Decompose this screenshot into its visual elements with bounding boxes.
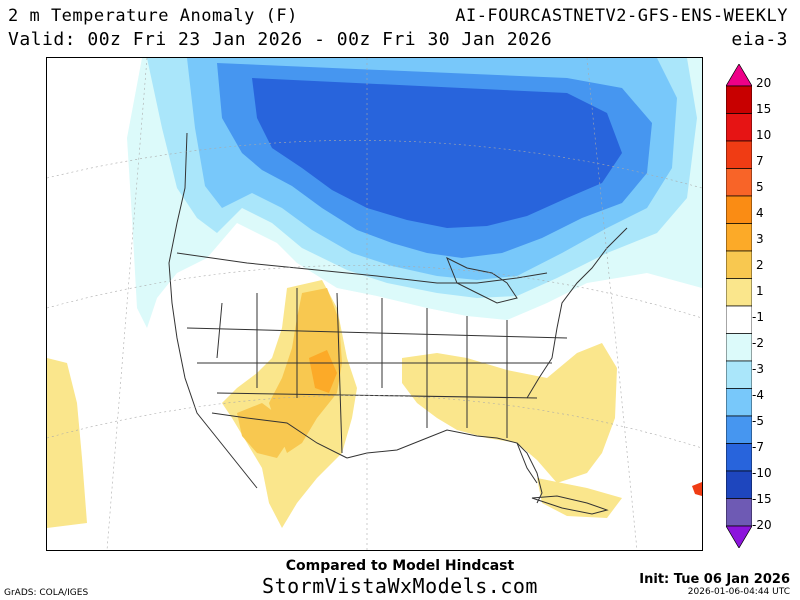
colorbar-level-label: 20 [756, 76, 772, 90]
map-title: 2 m Temperature Anomaly (F) [8, 6, 298, 26]
colorbar-level-label: -10 [752, 466, 772, 480]
graticule-lat-1 [47, 140, 702, 189]
colorbar-swatch [726, 360, 752, 389]
colorbar-swatch [726, 64, 752, 87]
coastline-gulf [346, 429, 538, 484]
colorbar-level-label: -20 [752, 518, 772, 532]
colorbar-swatch [726, 140, 752, 169]
colorbar-level-label: 7 [756, 154, 764, 168]
colorbar-level-label: 2 [756, 258, 764, 272]
cold-deep-region [252, 78, 622, 228]
colorbar-level-label: -3 [752, 362, 764, 376]
colorbar-level-label: 1 [756, 284, 764, 298]
colorbar-level-label: 3 [756, 232, 764, 246]
cuba [531, 495, 609, 515]
colorbar-level-label: -5 [752, 414, 764, 428]
generated-stamp: 2026-01-06-04:44 UTC [687, 587, 790, 597]
colorbar-swatch [726, 443, 752, 472]
colorbar-swatch [726, 223, 752, 252]
warm-region-pacific [47, 358, 87, 528]
warm-region-south [402, 343, 617, 483]
model-name: AI-FOURCASTNETV2-GFS-ENS-WEEKLY [455, 6, 788, 26]
coastline-west [168, 132, 258, 489]
colorbar-swatch [726, 415, 752, 444]
state-lines-1 [216, 288, 508, 454]
colorbar-level-label: 10 [756, 128, 772, 142]
colorbar-level-label: -2 [752, 336, 764, 350]
hot-spot-caribbean [692, 482, 702, 496]
coastline-east [526, 227, 628, 399]
border-canada-us [176, 252, 548, 284]
great-lakes [446, 256, 518, 304]
colorbar-swatch [726, 388, 752, 417]
grads-credit: GrADS: COLA/IGES [4, 588, 89, 598]
graticule-lat-2 [47, 265, 702, 319]
colorbar-swatch [726, 525, 752, 548]
colorbar-swatch [726, 195, 752, 224]
colorbar-level-label: -7 [752, 440, 764, 454]
anomaly-map [46, 57, 703, 551]
compared-caption: Compared to Model Hindcast [285, 558, 515, 574]
warm-mid-region [269, 288, 342, 453]
colorbar-swatch [726, 470, 752, 499]
colorbar-swatch [726, 333, 752, 362]
site-name: StormVistaWxModels.com [262, 574, 538, 598]
florida [516, 442, 543, 504]
border-us-mexico [211, 412, 348, 459]
colorbar-swatch [726, 113, 752, 142]
colorbar-level-label: -15 [752, 492, 772, 506]
state-lines-2 [186, 327, 568, 399]
colorbar-swatch [726, 498, 752, 527]
init-time: Init: Tue 06 Jan 2026 [639, 572, 790, 587]
graticule-lat-3 [47, 395, 702, 449]
colorbar-swatch [726, 168, 752, 197]
warm-mid-region-2 [237, 403, 287, 458]
colorbar-level-label: -1 [752, 310, 764, 324]
valid-period: Valid: 00z Fri 23 Jan 2026 - 00z Fri 30 … [8, 29, 553, 50]
colorbar-level-label: 15 [756, 102, 772, 116]
colorbar-level-label: 4 [756, 206, 764, 220]
graticule-lon-1 [106, 58, 148, 550]
colorbar-level-label: -4 [752, 388, 764, 402]
colorbar [726, 64, 752, 548]
warm-strong-spot [309, 350, 337, 393]
colorbar-swatch [726, 250, 752, 279]
colorbar-level-label: 5 [756, 180, 764, 194]
colorbar-swatch [726, 305, 752, 334]
colorbar-swatch [726, 278, 752, 307]
colorbar-swatch [726, 85, 752, 114]
model-id: eia-3 [731, 29, 788, 50]
